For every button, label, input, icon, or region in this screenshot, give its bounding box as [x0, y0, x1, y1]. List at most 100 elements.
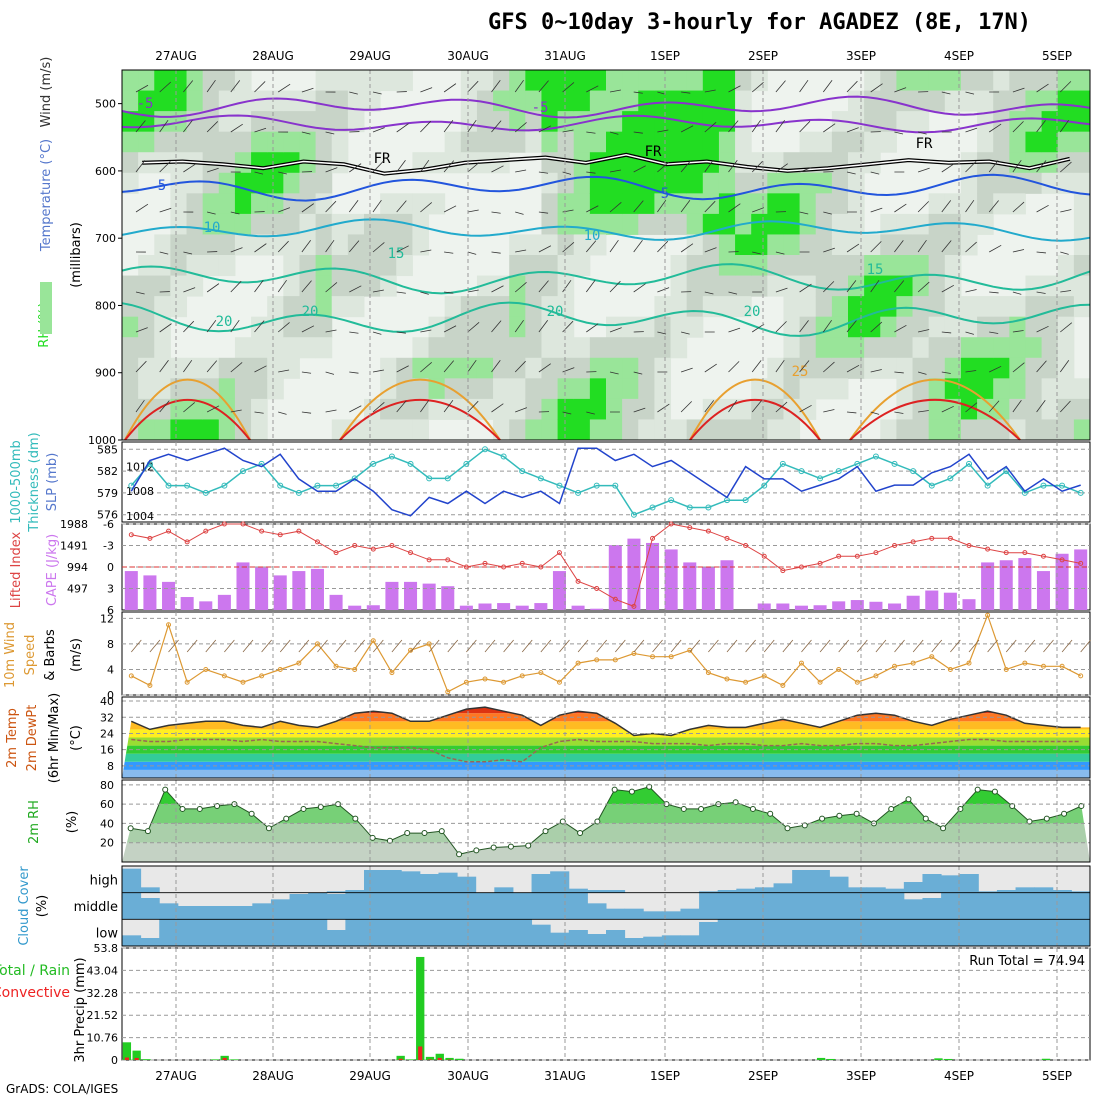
wind-barb: [135, 203, 149, 213]
contour-label: 5: [158, 178, 166, 194]
temp-band: [122, 753, 1090, 762]
wind-barb: [1060, 251, 1069, 255]
rh-cell: [218, 213, 236, 235]
wind-barb: [1061, 639, 1073, 653]
rh-cell: [1025, 316, 1043, 338]
wind-barb: [917, 167, 930, 173]
rh-cell: [541, 131, 559, 153]
wind-barb: [277, 83, 291, 93]
wind-barb: [609, 202, 622, 213]
cloud-cell: [885, 892, 905, 920]
cloud-cell: [606, 908, 626, 920]
rh-cell: [557, 193, 575, 215]
wind-barb: [562, 129, 574, 133]
rh-cell: [493, 378, 510, 400]
wind-barb: [159, 400, 170, 413]
precip-total-bar: [455, 1058, 464, 1060]
cloud-cell: [1034, 919, 1054, 946]
rh-cell: [1073, 172, 1091, 194]
wind-barb: [941, 284, 954, 293]
lifted-index-point: [761, 553, 767, 559]
rh-cell: [1025, 419, 1043, 441]
freezing-level-line-inner: [142, 154, 1070, 175]
precip-convective-bar: [222, 1057, 227, 1060]
wind-barb: [467, 359, 477, 373]
rh-point: [248, 810, 255, 817]
rh-cell: [267, 234, 284, 256]
rh-cell: [493, 316, 510, 338]
rh-cell: [299, 275, 317, 297]
rh-cell: [799, 131, 817, 153]
rh-cell: [751, 70, 768, 92]
rh-cell: [606, 378, 623, 400]
wind-barb: [131, 639, 142, 653]
rh-cell: [557, 213, 575, 235]
wind-barb: [183, 359, 193, 373]
rh-cell: [1009, 398, 1026, 420]
rh-cell: [186, 357, 204, 379]
cape-bar: [199, 601, 213, 610]
rh-cell: [654, 337, 672, 359]
rh-point: [646, 783, 653, 790]
thickness-point: [798, 468, 805, 475]
rh-cell: [315, 213, 333, 235]
thickness-point: [910, 468, 917, 475]
cloud-cell: [289, 894, 309, 920]
rh-cell: [1025, 357, 1043, 379]
rh-cell: [251, 398, 268, 420]
wind-speed-point: [836, 666, 842, 672]
rh-cell: [686, 131, 704, 153]
cloud-cell: [829, 892, 849, 920]
wind-barb: [467, 209, 479, 213]
rh-cell: [218, 131, 236, 153]
date-label-bottom: 4SEP: [944, 1069, 974, 1083]
thickness-point: [444, 475, 451, 482]
rh-cell: [638, 337, 655, 359]
cloud-cell: [531, 924, 551, 946]
thickness-point: [630, 511, 637, 518]
rh-cell: [1057, 357, 1075, 379]
wind-speed-point: [389, 670, 395, 676]
rh-cell: [122, 337, 139, 359]
cloud-cell: [959, 892, 979, 920]
rh-cell: [1073, 193, 1091, 215]
rh-point: [819, 815, 826, 822]
wind-barb: [704, 122, 717, 133]
rh-cell: [525, 275, 542, 297]
rh-cell: [476, 131, 494, 153]
rh-cell: [525, 337, 542, 359]
rh-cell: [186, 275, 204, 297]
rh-cell: [122, 357, 139, 379]
wind-barb: [491, 80, 501, 93]
rh-cell: [896, 111, 914, 133]
rh-cell: [493, 90, 510, 112]
y-tick-label-right: 497: [67, 583, 88, 596]
rh-cell: [960, 70, 978, 92]
y-tick-label-right: 1012: [126, 461, 154, 474]
rh-cell: [928, 90, 946, 112]
date-label-top: 4SEP: [944, 49, 974, 63]
lifted-index-point: [1059, 557, 1065, 563]
y-tick-label: 1000: [88, 434, 116, 447]
wind-barb: [728, 85, 741, 93]
wind-barb: [466, 639, 477, 653]
wind-barb: [822, 80, 833, 93]
rh-cell: [299, 234, 317, 256]
wind-barb: [420, 120, 432, 133]
wind-barb: [965, 199, 975, 213]
rh-cell: [1073, 131, 1091, 153]
rh-cell: [347, 234, 365, 256]
wind-barb: [562, 242, 575, 253]
rh-cell: [573, 234, 591, 256]
cloud-cell: [810, 892, 830, 920]
cloud-cell: [233, 906, 253, 920]
rh-cell: [880, 357, 897, 379]
contour-label: 20: [547, 304, 564, 320]
rh-cell: [880, 296, 897, 318]
rh-cell: [799, 316, 817, 338]
y-tick-label: 12: [100, 612, 114, 625]
cloud-cell: [568, 888, 588, 893]
wind-speed-point: [184, 679, 190, 685]
wind-barb: [586, 131, 596, 134]
